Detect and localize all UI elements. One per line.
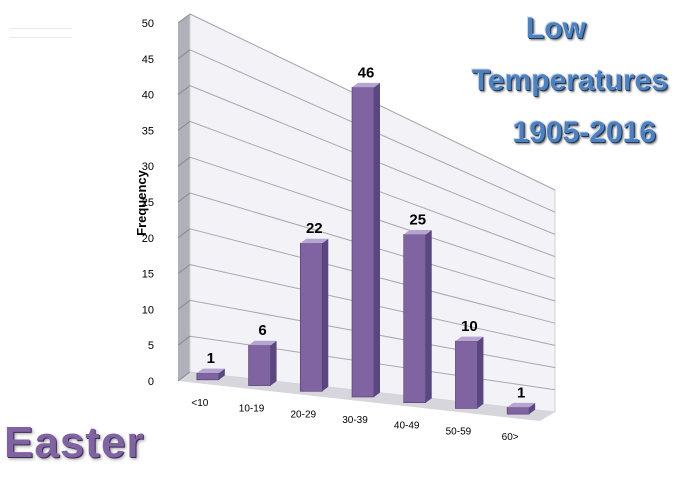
- gridline-side: [177, 192, 191, 203]
- y-tick-label: 30: [142, 161, 154, 173]
- bar-top: [455, 336, 484, 342]
- chart-title-line-1: Low: [526, 12, 586, 45]
- gridline-side: [177, 264, 191, 275]
- bar: [455, 340, 478, 409]
- data-label: 1: [207, 350, 215, 367]
- bar-side: [374, 82, 380, 397]
- data-label: 1: [517, 384, 525, 401]
- y-tick-label: 10: [142, 304, 154, 316]
- data-label: 46: [358, 64, 375, 81]
- data-label: 22: [306, 220, 323, 237]
- bar-side: [425, 229, 432, 403]
- x-tick-label: 60>: [502, 432, 519, 443]
- bar-top: [248, 340, 277, 346]
- y-axis: 0 5 10 15 20 25 30 35 40 45 50: [142, 18, 154, 388]
- bar-top: [507, 402, 536, 408]
- bar: [196, 372, 220, 381]
- y-tick-label: 40: [142, 90, 154, 102]
- y-tick-label: 50: [142, 18, 154, 30]
- bar: [299, 242, 323, 392]
- y-axis-label: Frequency: [134, 169, 149, 236]
- x-tick-label: 30-39: [342, 415, 368, 426]
- y-tick-label: 0: [148, 376, 154, 388]
- gridline-side: [177, 49, 191, 60]
- bar: [403, 234, 427, 404]
- corner-mark: [10, 28, 72, 38]
- y-tick-label: 35: [142, 125, 154, 137]
- gridline-side: [177, 156, 191, 167]
- x-axis: <10 10-19 20-29 30-39 40-49 50-59 60>: [191, 398, 518, 443]
- bar-side: [218, 368, 225, 380]
- chart-title-line-2: Temperatures: [471, 64, 668, 97]
- gridline-side: [177, 335, 191, 346]
- gridline-side: [177, 13, 191, 24]
- gridline-side: [177, 228, 191, 239]
- gridline-side: [177, 121, 191, 131]
- bar-side: [270, 340, 277, 386]
- data-label: 10: [461, 318, 478, 335]
- y-tick-label: 20: [142, 233, 154, 245]
- bar-top: [196, 368, 225, 374]
- bar-top: [352, 82, 380, 88]
- x-tick-label: 10-19: [239, 404, 265, 415]
- bar-side: [322, 238, 329, 392]
- watermark-text: Easter: [4, 418, 145, 467]
- bar-top: [300, 238, 329, 244]
- bar: [351, 87, 375, 398]
- y-tick-label: 15: [142, 269, 154, 281]
- y-tick-label: 25: [142, 197, 154, 209]
- x-tick-label: 40-49: [394, 421, 420, 432]
- bar-side: [477, 336, 484, 409]
- data-label: 6: [258, 322, 266, 339]
- gridline-side: [177, 371, 191, 382]
- y-tick-label: 5: [148, 340, 154, 352]
- gridline-side: [177, 85, 191, 95]
- gridline-side: [177, 299, 191, 310]
- bars: 1 6 22 46 25 10 1: [196, 64, 536, 415]
- bar-top: [403, 229, 432, 235]
- data-label: 25: [409, 211, 426, 228]
- bar: [248, 344, 271, 386]
- x-tick-label: <10: [191, 398, 208, 409]
- y-tick-label: 45: [142, 54, 154, 66]
- chart-title-line-3: 1905-2016: [512, 116, 656, 149]
- bar: [506, 407, 530, 415]
- x-tick-label: 50-59: [446, 426, 472, 437]
- x-tick-label: 20-29: [290, 409, 316, 420]
- bar-side: [529, 402, 536, 415]
